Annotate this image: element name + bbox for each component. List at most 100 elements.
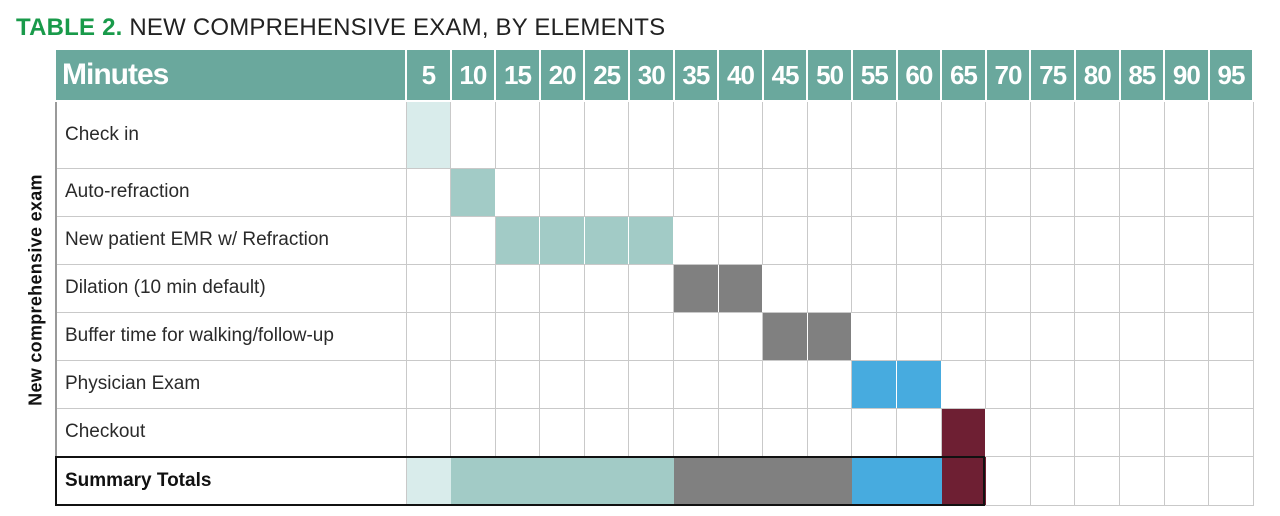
timeline-cell — [940, 215, 987, 265]
timeline-cell — [539, 311, 585, 361]
timeline-cell — [628, 311, 675, 361]
timeline-cell — [1029, 263, 1076, 313]
summary-bar-cell — [673, 455, 719, 506]
table-row: Check in — [55, 100, 1254, 169]
timeline-cell — [1119, 407, 1165, 457]
timeline-cell — [896, 167, 942, 217]
timeline-cell — [940, 311, 987, 361]
timeline-cell — [896, 263, 942, 313]
row-label: Buffer time for walking/follow-up — [55, 311, 407, 361]
timeline-bar-cell — [494, 215, 541, 265]
timeline-bar-cell — [896, 359, 942, 409]
timeline-cell — [1074, 215, 1120, 265]
timeline-cell — [985, 311, 1031, 361]
timeline-cell — [583, 359, 630, 409]
timeline-cell — [896, 215, 942, 265]
timeline-cell — [1119, 263, 1165, 313]
summary-bar-cell — [539, 455, 585, 506]
summary-bar-cell — [405, 455, 452, 506]
timeline-cell — [896, 407, 942, 457]
timeline-cell — [1029, 311, 1076, 361]
timeline-cell — [1029, 215, 1076, 265]
timeline-cell — [450, 263, 496, 313]
timeline-cell — [717, 311, 764, 361]
summary-bar-cell — [717, 455, 764, 506]
timeline-cell — [405, 359, 452, 409]
timeline-cell — [806, 100, 853, 169]
timeline-cell — [1208, 100, 1254, 169]
timeline-cell — [1163, 359, 1210, 409]
timeline-cell — [1029, 167, 1076, 217]
timeline-cell — [1163, 167, 1210, 217]
timeline-cell — [1074, 407, 1120, 457]
timeline-cell — [494, 167, 541, 217]
summary-cell — [1029, 455, 1076, 506]
timeline-cell — [628, 263, 675, 313]
timeline-cell — [940, 359, 987, 409]
timeline-cell — [1029, 407, 1076, 457]
timeline-cell — [762, 407, 808, 457]
timeline-bar-cell — [583, 215, 630, 265]
summary-row: Summary Totals — [55, 455, 1254, 506]
timeline-cell — [1029, 100, 1076, 169]
timeline-bar-cell — [673, 263, 719, 313]
timeline-cell — [450, 359, 496, 409]
row-label: Check in — [55, 100, 407, 169]
timeline-cell — [673, 100, 719, 169]
timeline-cell — [494, 359, 541, 409]
header-minute-5: 5 — [406, 50, 452, 102]
timeline-cell — [762, 263, 808, 313]
timeline-cell — [583, 167, 630, 217]
summary-bar-cell — [806, 455, 853, 506]
timeline-bar-cell — [405, 100, 452, 169]
timeline-cell — [806, 263, 853, 313]
timeline-cell — [896, 100, 942, 169]
timeline-cell — [628, 100, 675, 169]
summary-cell — [1119, 455, 1165, 506]
timeline-cell — [717, 407, 764, 457]
summary-bar-cell — [896, 455, 942, 506]
table-title: TABLE 2. NEW COMPREHENSIVE EXAM, BY ELEM… — [16, 12, 665, 44]
summary-cell — [1074, 455, 1120, 506]
summary-bar-cell — [628, 455, 675, 506]
timeline-cell — [673, 215, 719, 265]
timeline-cell — [1163, 263, 1210, 313]
header-minute-50: 50 — [807, 50, 853, 102]
header-minutes-label: Minutes — [56, 50, 407, 102]
timeline-cell — [1163, 407, 1210, 457]
timeline-cell — [1119, 167, 1165, 217]
timeline-cell — [1119, 311, 1165, 361]
timeline-cell — [405, 263, 452, 313]
timeline-bar-cell — [851, 359, 898, 409]
summary-bar-cell — [940, 455, 987, 506]
timeline-cell — [806, 167, 853, 217]
timeline-cell — [985, 359, 1031, 409]
timeline-cell — [405, 167, 452, 217]
timeline-cell — [583, 263, 630, 313]
table-row: Auto-refraction — [55, 167, 1254, 217]
timeline-cell — [628, 167, 675, 217]
timeline-cell — [940, 100, 987, 169]
header-minute-30: 30 — [628, 50, 675, 102]
timeline-bar-cell — [628, 215, 675, 265]
timeline-cell — [1208, 215, 1254, 265]
timeline-cell — [583, 407, 630, 457]
timeline-cell — [450, 215, 496, 265]
table-row: New patient EMR w/ Refraction — [55, 215, 1254, 265]
timeline-cell — [762, 215, 808, 265]
table-title-text: NEW COMPREHENSIVE EXAM, BY ELEMENTS — [129, 14, 666, 41]
timeline-cell — [851, 407, 898, 457]
row-label: Dilation (10 min default) — [55, 263, 407, 313]
timeline-cell — [1208, 263, 1254, 313]
table-row: Physician Exam — [55, 359, 1254, 409]
timeline-cell — [494, 100, 541, 169]
timeline-cell — [1074, 100, 1120, 169]
timeline-cell — [450, 100, 496, 169]
timeline-cell — [985, 263, 1031, 313]
timeline-bar-cell — [539, 215, 585, 265]
timeline-cell — [1074, 311, 1120, 361]
summary-bar-cell — [851, 455, 898, 506]
header-minute-60: 60 — [896, 50, 943, 102]
timeline-cell — [851, 100, 898, 169]
header-minute-45: 45 — [762, 50, 809, 102]
